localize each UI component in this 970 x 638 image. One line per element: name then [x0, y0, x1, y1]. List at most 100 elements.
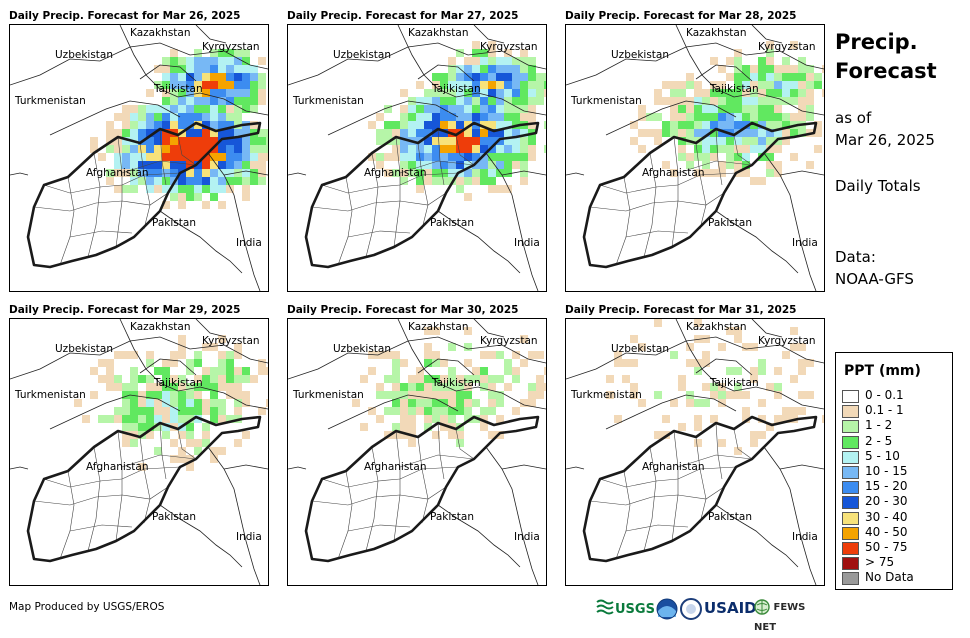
- province-border: [733, 428, 753, 460]
- province-border: [33, 192, 169, 212]
- province-border: [69, 230, 133, 238]
- neighbor-border: [10, 42, 268, 86]
- province-border: [671, 136, 679, 248]
- country-label-turkmenistan: Turkmenistan: [15, 389, 86, 401]
- neighbor-border: [139, 358, 197, 376]
- province-border: [393, 136, 401, 248]
- neighbor-border: [437, 210, 521, 274]
- legend-label: 50 - 75: [865, 540, 908, 554]
- neighbor-border: [675, 319, 824, 410]
- neighbor-border: [417, 64, 475, 82]
- country-label-afghanistan: Afghanistan: [642, 461, 705, 473]
- as-of-value: Mar 26, 2025: [835, 131, 935, 149]
- country-label-tajikistan: Tajikistan: [710, 377, 759, 389]
- neighbor-border: [327, 100, 459, 136]
- legend-label: 40 - 50: [865, 524, 908, 539]
- province-border: [365, 446, 379, 552]
- province-border: [671, 430, 679, 542]
- panel-title: Daily Precip. Forecast for Mar 27, 2025: [287, 10, 519, 22]
- country-label-pakistan: Pakistan: [152, 217, 196, 229]
- neighbor-border: [119, 25, 268, 116]
- province-border: [599, 184, 657, 194]
- as-of-date: as of Mar 26, 2025: [835, 107, 935, 151]
- neighbor-border: [695, 64, 753, 82]
- neighbor-border: [288, 336, 546, 380]
- fewsnet-logo: FEWS NET: [754, 598, 826, 633]
- country-label-pakistan: Pakistan: [430, 511, 474, 523]
- country-label-kazakhstan: Kazakhstan: [130, 321, 191, 333]
- forecast-map: Kazakhstan Kyrgyzstan Uzbekistan Tajikistan…: [287, 24, 547, 292]
- panel-title: Daily Precip. Forecast for Mar 31, 2025: [565, 304, 797, 316]
- country-label-uzbekistan: Uzbekistan: [55, 49, 113, 61]
- legend-label: 2 - 5: [865, 433, 893, 448]
- province-border: [59, 176, 75, 266]
- country-label-kyrgyzstan: Kyrgyzstan: [202, 41, 260, 53]
- neighbor-border: [288, 42, 546, 86]
- legend-label: 0.1 - 1: [865, 403, 904, 418]
- legend-swatch: [842, 557, 859, 571]
- country-label-uzbekistan: Uzbekistan: [55, 343, 113, 355]
- neighbor-border: [10, 336, 268, 380]
- country-label-afghanistan: Afghanistan: [86, 461, 149, 473]
- forecast-map: Kazakhstan Kyrgyzstan Uzbekistan Tajikistan…: [565, 318, 825, 586]
- country-label-tajikistan: Tajikistan: [710, 83, 759, 95]
- country-label-kyrgyzstan: Kyrgyzstan: [202, 335, 260, 347]
- legend-label: 20 - 30: [865, 494, 908, 509]
- province-border: [321, 478, 379, 488]
- province-border: [177, 428, 197, 460]
- province-border: [733, 134, 753, 166]
- country-label-tajikistan: Tajikistan: [154, 83, 203, 95]
- legend-label: No Data: [865, 570, 914, 585]
- country-label-kyrgyzstan: Kyrgyzstan: [758, 335, 816, 347]
- province-border: [99, 172, 181, 188]
- country-label-afghanistan: Afghanistan: [642, 167, 705, 179]
- neighbor-border: [10, 172, 29, 176]
- country-label-afghanistan: Afghanistan: [364, 461, 427, 473]
- province-border: [377, 466, 459, 482]
- country-label-uzbekistan: Uzbekistan: [611, 49, 669, 61]
- province-border: [99, 466, 181, 482]
- forecast-map: Kazakhstan Kyrgyzstan Uzbekistan Tajikistan…: [565, 24, 825, 292]
- usgs-logo-mark: USGS: [596, 599, 655, 617]
- data-source: Data: NOAA-GFS: [835, 246, 914, 290]
- country-label-turkmenistan: Turkmenistan: [571, 389, 642, 401]
- precip-raster: [566, 319, 824, 585]
- country-label-tajikistan: Tajikistan: [432, 83, 481, 95]
- neighbor-border: [605, 394, 737, 430]
- neighbor-border: [327, 394, 459, 430]
- forecast-panel-2: Daily Precip. Forecast for Mar 27, 2025 K…: [287, 10, 567, 302]
- legend-swatch: [842, 466, 859, 479]
- legend-label: > 75: [865, 555, 895, 570]
- daily-totals-label: Daily Totals: [835, 177, 921, 195]
- legend-swatch: [842, 390, 859, 403]
- afghanistan-border: [26, 121, 262, 269]
- province-border: [655, 172, 737, 188]
- province-border: [121, 454, 197, 468]
- province-border: [139, 142, 151, 230]
- country-label-pakistan: Pakistan: [152, 511, 196, 523]
- neighbor-border: [437, 504, 521, 568]
- neighbor-border: [501, 464, 546, 470]
- legend-swatch: [842, 435, 859, 449]
- province-border: [625, 524, 689, 532]
- neighbor-border: [223, 170, 268, 176]
- neighbor-border: [159, 504, 243, 568]
- country-label-kyrgyzstan: Kyrgyzstan: [758, 41, 816, 53]
- country-label-india: India: [514, 531, 540, 543]
- province-border: [599, 478, 657, 488]
- province-border: [625, 230, 689, 238]
- neighbor-border: [288, 466, 307, 470]
- province-border: [589, 192, 725, 212]
- title-line-1: Precip.: [835, 30, 918, 54]
- country-label-india: India: [514, 237, 540, 249]
- forecast-panel-5: Daily Precip. Forecast for Mar 30, 2025 K…: [287, 304, 567, 596]
- province-border: [455, 134, 475, 166]
- neighbor-border: [159, 210, 243, 274]
- country-label-afghanistan: Afghanistan: [86, 167, 149, 179]
- neighbor-border: [417, 358, 475, 376]
- province-border: [311, 192, 447, 212]
- usgs-logo: USGS: [596, 598, 655, 620]
- neighbor-border: [779, 170, 824, 176]
- neighbor-border: [566, 42, 824, 86]
